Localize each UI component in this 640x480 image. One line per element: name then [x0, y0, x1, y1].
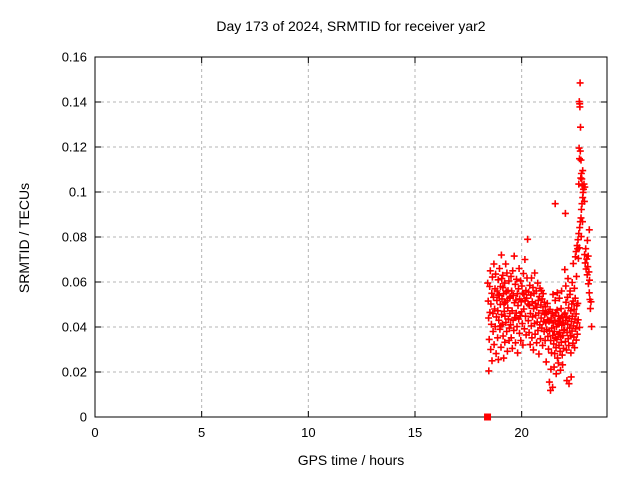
y-tick-label: 0.12 [62, 140, 87, 155]
y-tick-labels: 0 0.02 0.04 0.06 0.08 0.1 0.12 0.14 0.16 [62, 50, 87, 425]
x-tick-label: 5 [198, 425, 205, 440]
x-axis-label: GPS time / hours [297, 452, 405, 468]
x-tick-label: 10 [301, 425, 315, 440]
x-tick-label: 0 [91, 425, 98, 440]
y-tick-label: 0.04 [62, 320, 87, 335]
y-tick-label: 0.06 [62, 275, 87, 290]
y-tick-label: 0.1 [69, 185, 87, 200]
y-tick-label: 0.08 [62, 230, 87, 245]
grid-lines [95, 57, 607, 417]
y-tick-label: 0 [80, 410, 87, 425]
y-tick-label: 0.02 [62, 365, 87, 380]
x-tick-label: 20 [514, 425, 528, 440]
chart-title: Day 173 of 2024, SRMTID for receiver yar… [216, 18, 486, 34]
y-tick-label: 0.14 [62, 95, 87, 110]
series-srmtid-zero-flag [484, 413, 492, 421]
axis-ticks [94, 56, 607, 418]
data-points [484, 79, 596, 421]
y-tick-label: 0.16 [62, 50, 87, 65]
series-srmtid [484, 79, 596, 394]
plot-frame [94, 56, 608, 418]
x-tick-label: 15 [408, 425, 422, 440]
x-tick-labels: 0 5 10 15 20 [91, 425, 529, 440]
